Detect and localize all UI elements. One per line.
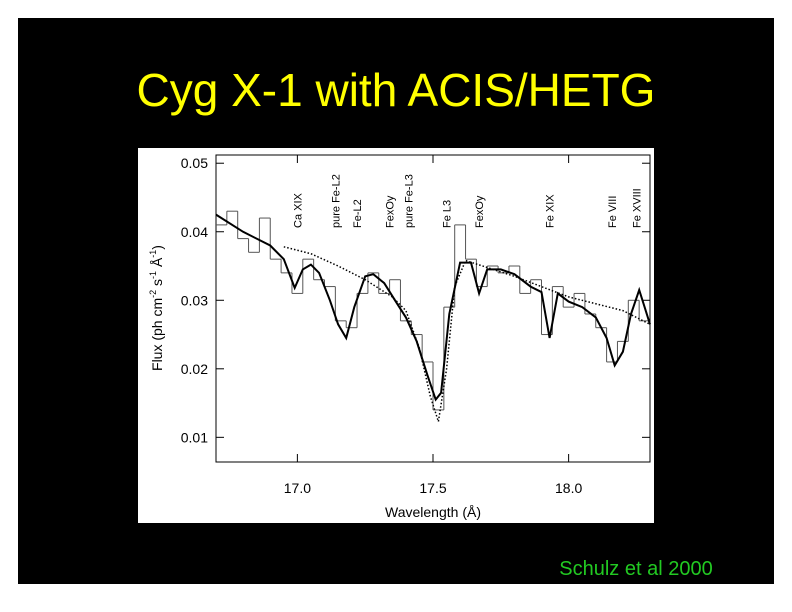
credit: Schulz et al 2000 — [559, 558, 712, 580]
y-axis-label-part: Å — [149, 257, 165, 271]
line-id-label: FexOy — [474, 195, 486, 228]
line-id-label: Fe VIII — [607, 196, 619, 228]
line-id-label: Fe-L2 — [352, 199, 364, 228]
model-line — [215, 213, 651, 402]
line-id-label: Fe XIX — [545, 194, 557, 228]
y-tick-label: 0.01 — [181, 429, 208, 445]
x-tick-label: 17.5 — [419, 480, 446, 496]
continuum-line — [283, 246, 651, 422]
y-axis-label: Flux (ph cm-2 s-1 Å-1) — [148, 245, 165, 371]
x-axis-label: Wavelength (Å) — [385, 504, 481, 520]
y-tick-label: 0.03 — [181, 292, 208, 308]
y-axis-label-superscript: -1 — [148, 250, 158, 258]
line-id-label: Fe XVIII — [631, 188, 643, 228]
x-tick-label: 17.0 — [284, 480, 311, 496]
line-id-label: FexOy — [385, 195, 397, 228]
y-axis-label-superscript: -2 — [148, 290, 158, 298]
y-tick-label: 0.02 — [181, 361, 208, 377]
y-tick-label: 0.05 — [181, 155, 208, 171]
y-axis-label-part: Flux (ph cm — [149, 298, 165, 371]
line-id-label: Ca XIX — [292, 192, 304, 228]
y-tick-label: 0.04 — [181, 224, 208, 240]
x-tick-label: 18.0 — [555, 480, 582, 496]
y-axis-label-part: s — [149, 279, 165, 290]
y-axis-label-part: ) — [149, 245, 165, 250]
line-id-label: pure Fe-L3 — [404, 174, 416, 228]
chart-panel — [138, 148, 654, 523]
line-id-label: Fe L3 — [442, 200, 454, 228]
line-id-label: pure Fe-L2 — [330, 174, 342, 228]
y-axis-label-superscript: -1 — [148, 271, 158, 279]
slide-title: Cyg X-1 with ACIS/HETG — [137, 64, 656, 116]
